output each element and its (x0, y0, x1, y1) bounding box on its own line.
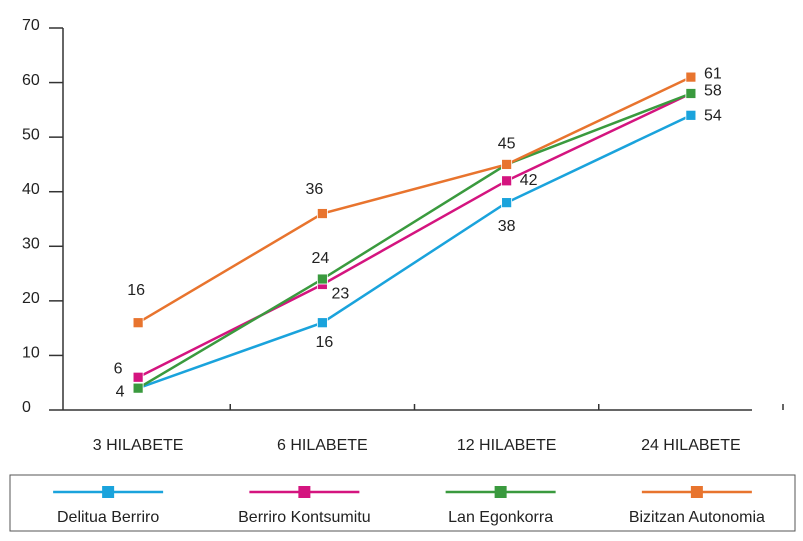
legend-marker (494, 486, 507, 498)
marker (501, 159, 513, 170)
y-tick-label: 60 (22, 72, 40, 89)
y-tick-label: 50 (22, 126, 40, 143)
legend-label: Delitua Berriro (57, 509, 159, 526)
marker (132, 371, 144, 383)
data-label: 6 (114, 360, 123, 377)
legend-label: Bizitzan Autonomia (629, 509, 765, 526)
marker (501, 197, 513, 209)
marker (132, 317, 144, 329)
marker (501, 175, 513, 187)
series-line (137, 114, 692, 390)
marker (132, 382, 144, 394)
y-tick-label: 70 (22, 17, 40, 34)
y-tick-label: 30 (22, 236, 40, 253)
legend-label: Berriro Kontsumitu (238, 509, 371, 526)
marker (685, 71, 697, 83)
series-line (137, 75, 692, 324)
marker (316, 208, 328, 219)
data-label: 45 (498, 136, 516, 153)
y-tick-label: 10 (22, 345, 40, 362)
series-line (137, 92, 692, 379)
marker (685, 88, 697, 99)
x-tick-label: 3 HILABETE (93, 437, 184, 454)
series-line (137, 92, 692, 390)
x-tick-label: 12 HILABETE (457, 437, 557, 454)
data-label: 38 (498, 218, 516, 235)
data-label: 24 (311, 250, 329, 267)
legend-marker (690, 486, 703, 498)
y-tick-label: 0 (22, 399, 31, 416)
data-label: 42 (520, 172, 538, 189)
x-tick-label: 6 HILABETE (277, 437, 368, 454)
marker (316, 273, 328, 285)
marker (685, 109, 697, 121)
data-label: 23 (331, 286, 349, 303)
y-tick-label: 40 (22, 181, 40, 198)
data-label: 16 (127, 282, 145, 299)
data-label: 61 (704, 65, 722, 82)
marker (316, 317, 328, 329)
x-tick-label: 24 HILABETE (641, 437, 741, 454)
y-tick-label: 20 (22, 290, 40, 307)
legend-marker (102, 486, 115, 498)
legend-marker (298, 486, 311, 498)
legend-box (9, 474, 796, 532)
data-label: 4 (116, 383, 125, 400)
data-label: 16 (315, 334, 333, 351)
data-label: 54 (704, 108, 722, 125)
data-label: 58 (704, 83, 722, 100)
data-label: 36 (305, 181, 323, 198)
legend-label: Lan Egonkorra (448, 509, 553, 526)
